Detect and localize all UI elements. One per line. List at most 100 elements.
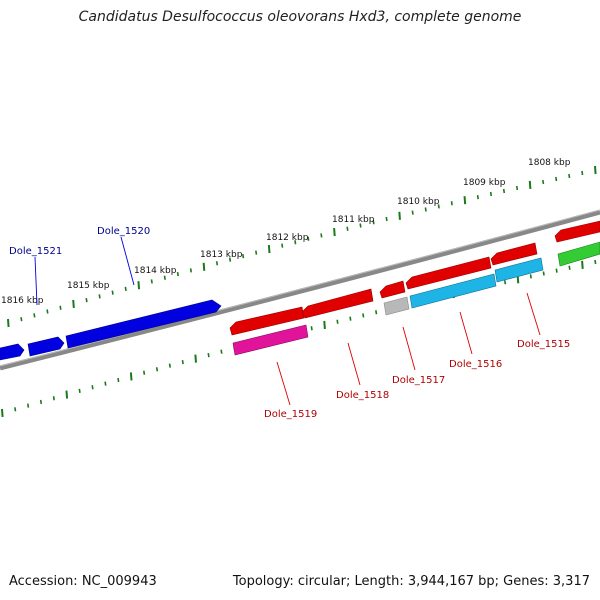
lower-tick [220,349,223,354]
lower-tick [104,381,107,386]
upper-tick [489,191,493,197]
upper-tick [228,257,232,262]
kbp-label-1809: 1809 kbp [463,178,506,188]
upper-tick [568,173,571,179]
upper-tick [7,318,10,328]
gene-arrow-edge-red[interactable] [554,220,600,243]
kbp-label-1815: 1815 kbp [67,281,110,291]
upper-tick [385,216,388,222]
lower-tick [529,274,532,279]
kbp-label-1812: 1812 kbp [266,233,309,243]
lower-tick [129,372,133,381]
gene-label-dole-1517[interactable]: Dole_1517 [392,375,445,386]
lower-tick [155,367,159,372]
leader-dole-1515 [526,292,541,336]
kbp-label-1816: 1816 kbp [1,296,44,306]
lower-tick [594,259,597,265]
upper-tick [150,279,153,284]
lower-tick [194,354,197,363]
lower-tick [310,326,313,331]
gene-arrow-dole-1515[interactable] [490,242,538,266]
upper-tick [320,233,323,238]
upper-tick-track [7,165,597,328]
accession-text: Accession: NC_009943 [9,574,157,589]
lower-tick [181,360,184,365]
leader-dole-1521 [34,256,38,306]
lower-tick [65,390,69,399]
gene-arrow-dole-1518[interactable] [301,288,374,319]
lower-tick [542,271,545,276]
upper-tick [555,176,558,182]
upper-tick [20,317,23,322]
lower-tick [568,265,571,270]
kbp-label-1811: 1811 kbp [332,215,375,225]
upper-tick [346,226,349,231]
lower-tick [207,353,210,358]
leader-dole-1518 [347,342,361,386]
gene-label-dole-1516[interactable]: Dole_1516 [449,359,502,370]
kbp-label-1813: 1813 kbp [200,250,243,260]
lower-tick [39,399,43,405]
upper-tick [85,298,88,303]
secondary-gene-track [232,241,600,356]
upper-tick [215,261,219,266]
upper-tick [59,305,62,310]
upper-tick [189,268,193,273]
genome-title: Candidatus Desulfococcus oleovorans Hxd3… [78,9,522,25]
gene-bar-dole-1517-grey[interactable] [383,296,410,316]
upper-tick [294,240,297,245]
upper-tick [411,210,414,215]
upper-tick [307,236,310,241]
gene-arrow-dole-1521[interactable] [27,336,65,357]
gene-label-dole-1521[interactable]: Dole_1521 [9,246,62,257]
gene-arrow-dole-1516[interactable] [405,256,492,290]
gene-arrow-dole-1520[interactable] [65,299,222,349]
upper-tick [333,228,336,237]
upper-tick [502,188,506,194]
upper-tick [255,250,258,255]
upper-tick [72,299,75,309]
genome-backbone [0,209,600,371]
gene-bar-edge-green[interactable] [557,241,600,267]
lower-tick [117,377,120,383]
gene-labels: Dole_1521 Dole_1520 Dole_1519 Dole_1518 … [9,226,570,420]
upper-tick [111,290,114,295]
genome-backbone-highlight [0,209,600,367]
upper-tick [398,211,401,220]
upper-tick [46,309,49,314]
gene-bar-dole-1519-magenta[interactable] [232,324,309,356]
upper-tick [163,275,166,280]
lower-tick [143,370,146,375]
upper-tick [594,165,597,175]
forward-gene-track [0,299,222,361]
gene-label-dole-1518[interactable]: Dole_1518 [336,390,389,401]
gene-label-dole-1515[interactable]: Dole_1515 [517,339,570,350]
upper-tick [528,180,532,190]
upper-tick [372,220,375,225]
upper-tick [267,245,271,254]
lower-tick [503,280,507,285]
upper-tick [450,201,453,206]
lower-tick [555,268,558,273]
gene-arrow-dole-1517-red[interactable] [379,280,406,299]
lower-tick [362,313,365,318]
upper-tick [359,223,362,228]
lower-tick [349,316,352,321]
gene-label-dole-1519[interactable]: Dole_1519 [264,409,317,420]
topology-text: Topology: circular; Length: 3,944,167 bp… [232,574,590,589]
lower-tick [1,408,4,418]
reverse-gene-track [229,220,600,336]
gene-bar-dole-1515-cyan[interactable] [494,257,544,283]
upper-tick [176,271,179,277]
gene-bar-dole-1516-cyan[interactable] [409,273,497,309]
lower-tick [168,363,171,368]
lower-tick [26,403,30,408]
upper-tick [542,179,545,185]
upper-tick [476,194,479,200]
upper-tick [124,286,127,291]
upper-tick [98,294,101,299]
gene-label-dole-1520[interactable]: Dole_1520 [97,226,150,237]
lower-tick [336,319,339,324]
gene-arrow-dole-1521-partial[interactable] [0,343,25,361]
